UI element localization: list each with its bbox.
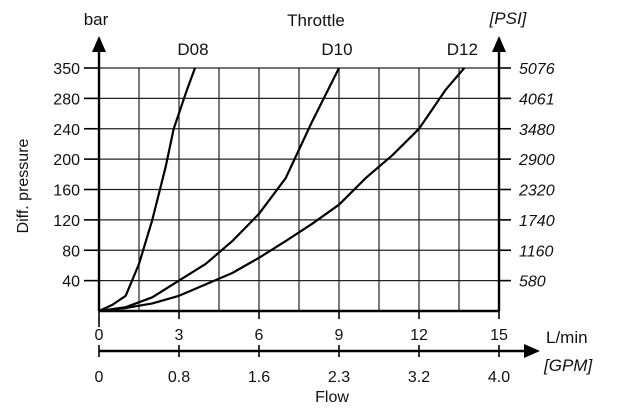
x-unit-label: L/min xyxy=(546,328,588,347)
y-tick-label-secondary: 2900 xyxy=(518,152,555,169)
x-tick-label: 9 xyxy=(335,327,344,344)
y-tick-label: 160 xyxy=(53,183,80,200)
x-axis-arrow xyxy=(524,344,540,358)
y-tick-label-secondary: 3480 xyxy=(519,122,555,139)
x-tick-label-secondary: 0 xyxy=(95,369,104,386)
y-tick-label-secondary: 1160 xyxy=(519,243,554,260)
series-line-d12 xyxy=(98,67,466,313)
x-tick-label-secondary: 1.6 xyxy=(248,369,270,386)
y-axis-arrow xyxy=(92,36,106,52)
y-tick-label-secondary: 580 xyxy=(519,274,546,291)
y-tick-label: 80 xyxy=(62,243,80,260)
y-tick-label: 350 xyxy=(53,61,80,78)
x-tick-label: 6 xyxy=(255,327,264,344)
y-tick-label: 120 xyxy=(53,213,80,230)
x-axis-label: Flow xyxy=(315,389,349,406)
y-unit-label: bar xyxy=(84,10,109,29)
x-tick-label: 0 xyxy=(95,327,104,344)
x-unit-secondary-label: [GPM] xyxy=(543,356,593,375)
y-unit-secondary-label: [PSI] xyxy=(489,9,528,28)
x-tick-label-secondary: 4.0 xyxy=(488,369,510,386)
series-line-d10 xyxy=(98,67,340,313)
y-tick-label: 40 xyxy=(62,274,80,291)
x-tick-label-secondary: 2.3 xyxy=(328,369,350,386)
series-label-d08: D08 xyxy=(177,40,208,59)
chart-title: Throttle xyxy=(287,11,345,30)
series-line-d08 xyxy=(98,67,197,312)
series-label-d10: D10 xyxy=(321,40,352,59)
series-lines: D08 D10 D12 xyxy=(98,40,478,313)
x-tick-label: 12 xyxy=(410,327,428,344)
series-label-d12: D12 xyxy=(447,40,478,59)
y-tick-label: 240 xyxy=(53,122,80,139)
y-tick-label: 200 xyxy=(53,152,80,169)
x-tick-label-secondary: 0.8 xyxy=(168,369,190,386)
x-tick-label: 3 xyxy=(175,327,184,344)
grid xyxy=(99,67,499,311)
y-tick-label: 280 xyxy=(53,91,80,108)
x-tick-label-secondary: 3.2 xyxy=(408,369,430,386)
chart-labels: Throttle Diff. pressure Flow bar [PSI] L… xyxy=(15,9,593,406)
y-axis-secondary-arrow xyxy=(492,36,506,52)
y-tick-label-secondary: 2320 xyxy=(518,183,555,200)
y-axis-label: Diff. pressure xyxy=(15,138,32,233)
x-tick-label: 15 xyxy=(490,327,508,344)
y-tick-label-secondary: 4061 xyxy=(519,91,555,108)
y-tick-label-secondary: 1740 xyxy=(519,213,555,230)
y-tick-label-secondary: 5076 xyxy=(519,61,555,78)
axes: 0 0 3 0.8 6 1.6 9 2.3 12 3.2 15 4.0 40 580 80 1160 120 17… xyxy=(53,36,555,386)
